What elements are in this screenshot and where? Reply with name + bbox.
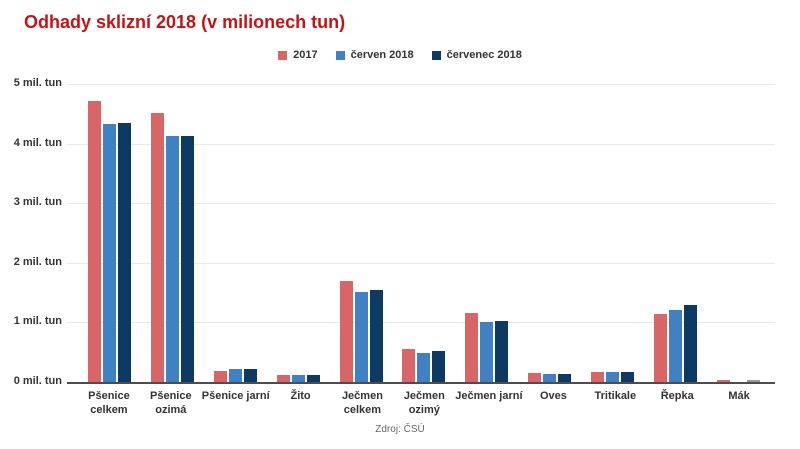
bar-group — [707, 84, 770, 382]
bar[interactable] — [543, 374, 557, 382]
bar-group — [204, 84, 267, 382]
legend-label-2017: 2017 — [293, 49, 318, 61]
x-axis-label: Tritikale — [594, 390, 637, 402]
gridline — [67, 84, 775, 85]
x-axis-label-cell: Pšenice celkem — [78, 389, 140, 417]
x-axis-label: Ječmen jarní — [455, 390, 523, 402]
legend-item-2017[interactable]: 2017 — [278, 49, 318, 61]
y-axis-label: 0 mil. tun — [13, 375, 62, 387]
x-axis-label-cell: Pšenice ozimá — [140, 389, 202, 417]
bar[interactable] — [117, 123, 131, 382]
x-axis-label-cell: Mák — [708, 389, 770, 417]
y-axis-label: 3 mil. tun — [13, 196, 62, 208]
gridline — [67, 144, 775, 145]
bar[interactable] — [621, 372, 635, 382]
x-axis-label-cell: Žito — [270, 389, 332, 417]
legend-swatch-cervenec-2018 — [431, 50, 441, 60]
bar[interactable] — [654, 314, 668, 382]
bar[interactable] — [180, 136, 194, 382]
source-note: Zdroj: ČSÚ — [375, 424, 425, 435]
chart-title: Odhady sklizní 2018 (v milionech tun) — [24, 12, 346, 32]
y-axis-label: 1 mil. tun — [13, 315, 62, 327]
bar[interactable] — [102, 124, 116, 382]
x-axis-label-cell: Tritikale — [584, 389, 646, 417]
x-axis-label-cell: Ječmen ozimý — [393, 389, 455, 417]
bar-group — [141, 84, 204, 382]
x-axis-label: Mák — [728, 390, 750, 402]
bar[interactable] — [213, 371, 227, 382]
bar[interactable] — [591, 372, 605, 382]
legend-label-cerven-2018: červen 2018 — [350, 49, 414, 61]
bar[interactable] — [228, 369, 242, 382]
bar[interactable] — [354, 292, 368, 382]
x-axis-line — [67, 382, 775, 384]
bar[interactable] — [432, 351, 446, 382]
legend-swatch-cerven-2018 — [335, 50, 345, 60]
x-axis-labels: Pšenice celkem Pšenice ozimá Pšenice jarní… — [78, 389, 770, 417]
plot-area — [67, 84, 775, 382]
y-axis-label: 2 mil. tun — [13, 256, 62, 268]
gridline — [67, 263, 775, 264]
bar[interactable] — [528, 373, 542, 382]
bar[interactable] — [243, 369, 257, 382]
bar[interactable] — [165, 136, 179, 382]
bar[interactable] — [480, 322, 494, 382]
x-axis-label: Ječmen celkem — [341, 390, 383, 416]
gridline — [67, 203, 775, 204]
bar[interactable] — [684, 305, 698, 382]
bar[interactable] — [306, 375, 320, 382]
bars-layer — [78, 84, 770, 382]
bar-group — [267, 84, 330, 382]
x-axis-label: Oves — [539, 390, 567, 402]
gridline — [67, 322, 775, 323]
legend-item-cerven-2018[interactable]: červen 2018 — [335, 49, 414, 61]
bar[interactable] — [417, 353, 431, 382]
x-axis-label-cell: Pšenice jarní — [202, 389, 270, 417]
bar-group — [455, 84, 518, 382]
bar-group — [644, 84, 707, 382]
bar[interactable] — [369, 290, 383, 382]
x-axis-label-cell: Ječmen jarní — [455, 389, 522, 417]
bar[interactable] — [291, 375, 305, 382]
y-axis-label: 4 mil. tun — [13, 137, 62, 149]
bar[interactable] — [87, 101, 101, 382]
x-axis-label: Pšenice ozimá — [150, 390, 192, 416]
legend-swatch-2017 — [278, 50, 288, 60]
bar[interactable] — [606, 372, 620, 382]
legend-item-cervenec-2018[interactable]: červenec 2018 — [431, 49, 522, 61]
x-axis-label: Pšenice jarní — [201, 390, 270, 402]
bar-group — [518, 84, 581, 382]
bar-group — [393, 84, 456, 382]
x-axis-label-cell: Řepka — [646, 389, 708, 417]
bar[interactable] — [747, 380, 761, 382]
bar[interactable] — [339, 281, 353, 382]
bar[interactable] — [150, 113, 164, 382]
bar-group — [330, 84, 393, 382]
x-axis-label: Řepka — [660, 390, 694, 402]
bar[interactable] — [276, 375, 290, 382]
x-axis-label: Žito — [290, 390, 311, 402]
legend-label-cervenec-2018: červenec 2018 — [446, 49, 522, 61]
x-axis-label-cell: Ječmen celkem — [332, 389, 394, 417]
bar[interactable] — [717, 380, 731, 382]
x-axis-label-cell: Oves — [523, 389, 585, 417]
bar[interactable] — [465, 313, 479, 382]
bar[interactable] — [558, 374, 572, 382]
bar[interactable] — [669, 310, 683, 382]
bar-group — [581, 84, 644, 382]
bar[interactable] — [495, 321, 509, 382]
y-axis-label: 5 mil. tun — [13, 77, 62, 89]
bar-group — [78, 84, 141, 382]
x-axis-label: Ječmen ozimý — [403, 390, 445, 416]
x-axis-label: Pšenice celkem — [88, 390, 130, 416]
bar[interactable] — [402, 349, 416, 382]
legend: 2017 červen 2018 červenec 2018 — [0, 49, 800, 61]
